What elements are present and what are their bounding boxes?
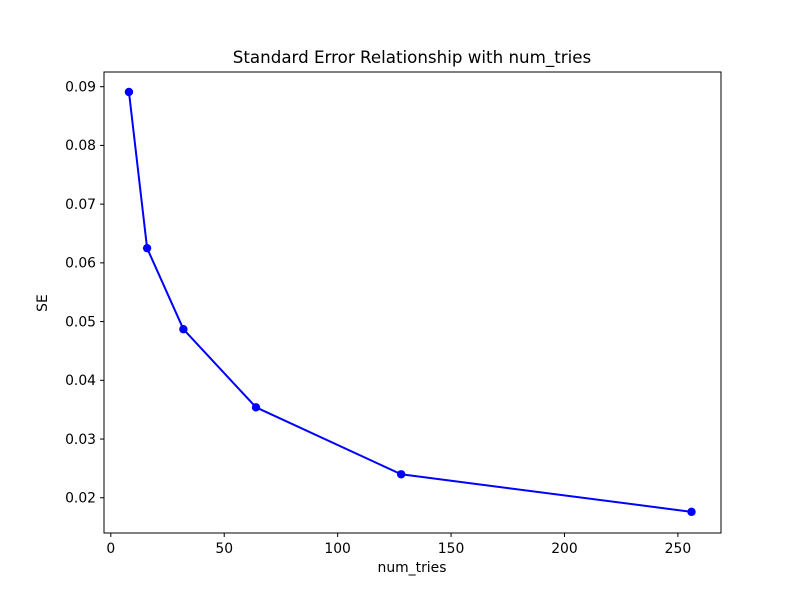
se-line [127,91,692,513]
y-tick-label: 0.07 [65,197,96,213]
chart-title: Standard Error Relationship with num_tri… [233,47,591,68]
data-point-marker [251,403,261,412]
x-tick-label: 200 [551,541,578,557]
y-tick-label: 0.03 [65,432,96,448]
data-point-marker [687,507,696,517]
y-tick-label: 0.09 [65,79,96,95]
plot-area: 0 50 100 150 200 250 0.02 0.03 0.04 0.05 0.06 0.07 0… [65,71,722,557]
data-point-marker [396,470,406,479]
y-axis-label: SE [35,294,51,312]
x-tick-label: 50 [215,541,233,557]
data-point-marker [179,325,188,334]
x-tick-label: 250 [665,541,692,557]
y-tick-label: 0.06 [65,256,96,272]
y-tick-label: 0.08 [65,138,96,154]
x-tick-label: 0 [106,541,115,557]
y-tick-label: 0.05 [65,314,96,330]
x-axis-label: num_tries [378,560,447,576]
y-tick-label: 0.04 [65,373,96,389]
plot-border [103,71,722,534]
y-tick-label: 0.02 [65,491,96,507]
data-point-marker [124,87,134,97]
x-tick-label: 100 [324,541,351,557]
x-tick-label: 150 [438,541,465,557]
data-point-marker [142,243,152,253]
